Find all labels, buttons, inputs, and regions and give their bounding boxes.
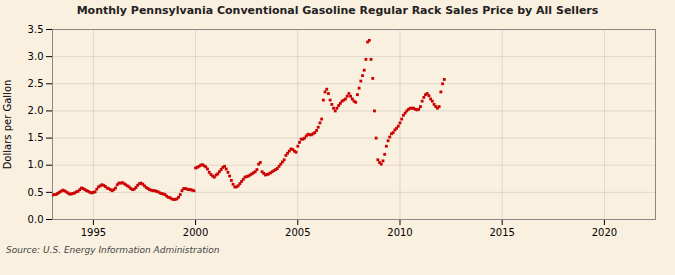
svg-text:2005: 2005 [285,227,310,238]
html-text:Monthly Pennsylvania Conventio: Monthly Pennsylvania Conventional Gasoli… [76,4,599,17]
svg-text:2010: 2010 [387,227,412,238]
svg-text:0.0: 0.0 [28,214,44,225]
svg-text:0.5: 0.5 [28,187,44,198]
svg-text:2.0: 2.0 [28,105,44,116]
svg-text:Dollars per Gallon: Dollars per Gallon [2,80,13,170]
svg-text:2000: 2000 [183,227,208,238]
svg-text:1.0: 1.0 [28,159,44,170]
svg-text:2020: 2020 [592,227,617,238]
svg-text:1995: 1995 [81,227,106,238]
svg-text:3.5: 3.5 [28,24,44,35]
svg-text:2.5: 2.5 [28,78,44,89]
svg-text:3.0: 3.0 [28,51,44,62]
html-text:Source: U.S. Energy Informatio: Source: U.S. Energy Information Administ… [6,245,220,255]
svg-text:1.5: 1.5 [28,132,44,143]
svg-text:2015: 2015 [489,227,514,238]
